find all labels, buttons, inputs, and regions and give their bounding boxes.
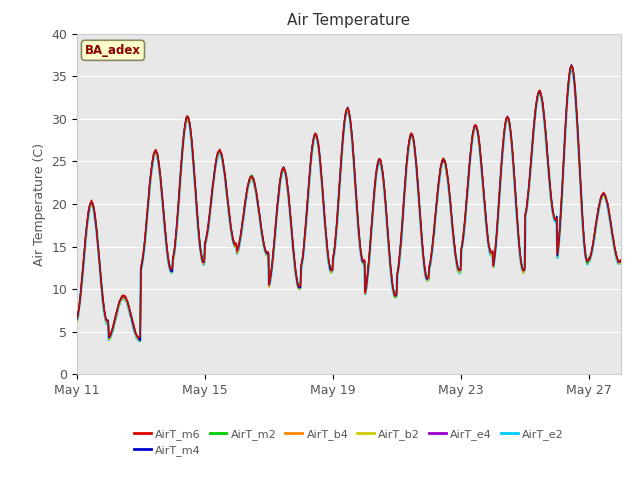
Title: Air Temperature: Air Temperature bbox=[287, 13, 410, 28]
Y-axis label: Air Temperature (C): Air Temperature (C) bbox=[33, 143, 45, 265]
Legend: AirT_m6, AirT_m4, AirT_m2, AirT_b4, AirT_b2, AirT_e4, AirT_e2: AirT_m6, AirT_m4, AirT_m2, AirT_b4, AirT… bbox=[129, 424, 568, 460]
Text: BA_adex: BA_adex bbox=[85, 44, 141, 57]
